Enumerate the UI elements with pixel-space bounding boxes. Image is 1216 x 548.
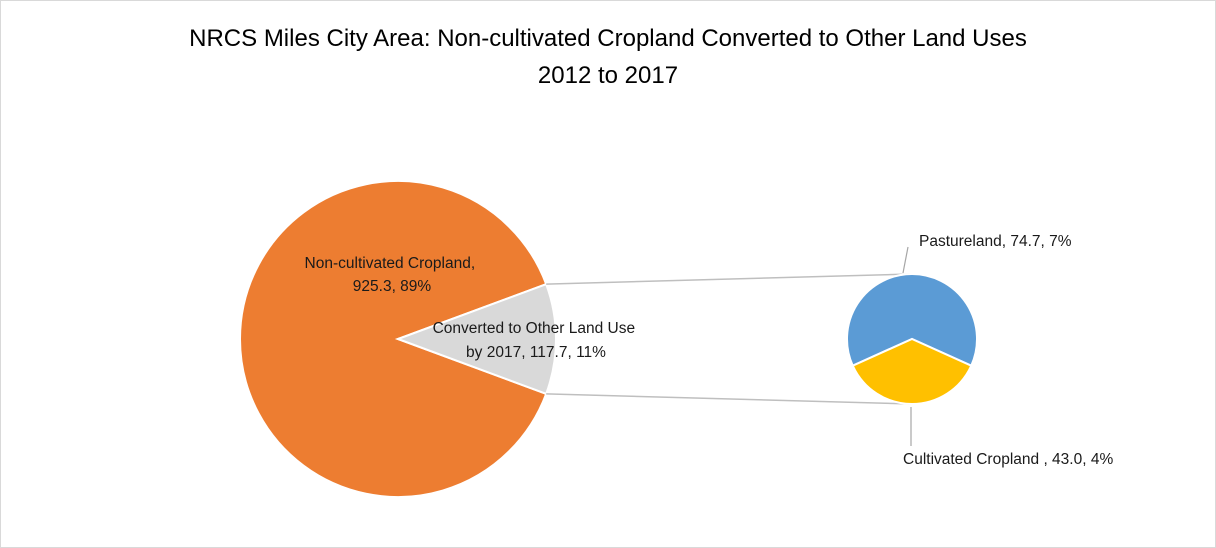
pie-slice-pastureland[interactable] — [846, 273, 978, 368]
connector-line-bottom — [546, 393, 913, 405]
data-label-converted-line2: by 2017, 117.7, 11% — [466, 344, 606, 361]
data-label-converted-to-other-land-use: Converted to Other Land Use by 2017, 117… — [433, 320, 640, 361]
chart-title: NRCS Miles City Area: Non-cultivated Cro… — [189, 25, 1027, 52]
data-label-non-cultivated-cropland: Non-cultivated Cropland, 925.3, 89% — [305, 255, 480, 295]
leader-line-pastureland — [902, 246, 909, 274]
main-pie — [239, 180, 557, 498]
connector-lines — [546, 273, 913, 405]
pie-slice-non-cultivated-cropland[interactable] — [239, 180, 548, 498]
pie-slice-cultivated-cropland[interactable] — [851, 337, 973, 405]
pie-slice-converted-to-other-land-use[interactable] — [395, 282, 557, 396]
data-label-pastureland: Pastureland, 74.7, 7% — [919, 233, 1072, 250]
connector-line-top — [546, 273, 913, 285]
data-label-non-cultivated-cropland-line1: Non-cultivated Cropland, — [305, 255, 476, 272]
data-label-converted-line1: Converted to Other Land Use — [433, 320, 635, 337]
data-label-non-cultivated-cropland-line2: 925.3, 89% — [353, 278, 432, 295]
chart-subtitle: 2012 to 2017 — [538, 62, 678, 89]
data-label-cultivated-cropland: Cultivated Cropland , 43.0, 4% — [903, 451, 1113, 468]
secondary-pie — [846, 273, 978, 405]
